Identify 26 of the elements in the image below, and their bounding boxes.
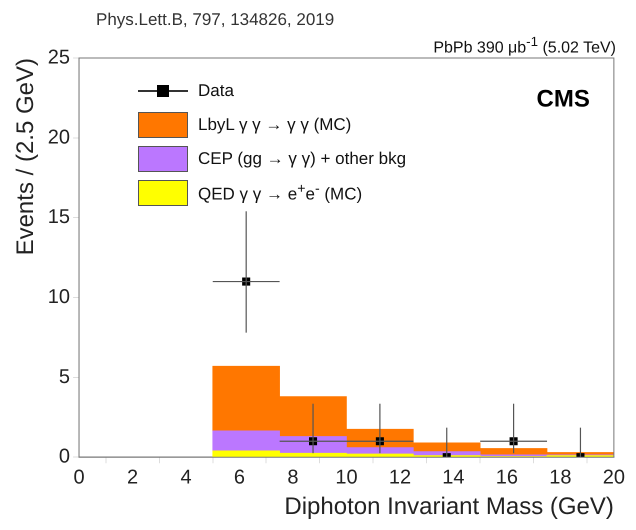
x-tick-label: 10 [335, 466, 358, 489]
x-tick-label: 14 [442, 466, 465, 489]
legend-label: LbyL γ γ → γ γ (MC) [198, 115, 352, 135]
x-axis-title: Diphoton Invariant Mass (GeV) [284, 493, 614, 520]
legend-label: CEP (gg → γ γ) + other bkg [198, 149, 406, 169]
y-tick-label: 0 [58, 446, 70, 468]
legend-label: QED γ γ → e$^{+}$e$^{-}$ (MC) [198, 181, 362, 205]
x-tick-label: 18 [549, 466, 572, 489]
y-tick-label: 15 [48, 206, 70, 228]
y-tick-label: 10 [48, 286, 70, 308]
x-tick-label: 4 [180, 466, 192, 489]
x-tick-label: 6 [234, 466, 246, 489]
legend-label: Data [198, 81, 234, 101]
x-tick-label: 0 [73, 466, 85, 489]
x-tick-label: 12 [388, 466, 412, 489]
x-tick-label: 8 [287, 466, 299, 489]
chart-subtitle: PbPb 390 μb$^{-1}$ (5.02 TeV) [433, 34, 616, 58]
x-tick-label: 2 [126, 466, 138, 489]
x-tick-label: 20 [602, 466, 625, 489]
y-axis-title: Events / (2.5 GeV) [12, 58, 40, 256]
y-tick-label: 20 [48, 126, 70, 148]
annotation: CMS [536, 86, 590, 113]
y-tick-label: 25 [48, 46, 70, 69]
chart-title: Phys.Lett.B, 797, 134826, 2019 [96, 10, 334, 30]
x-tick-label: 16 [496, 466, 518, 489]
y-tick-label: 5 [58, 366, 70, 388]
